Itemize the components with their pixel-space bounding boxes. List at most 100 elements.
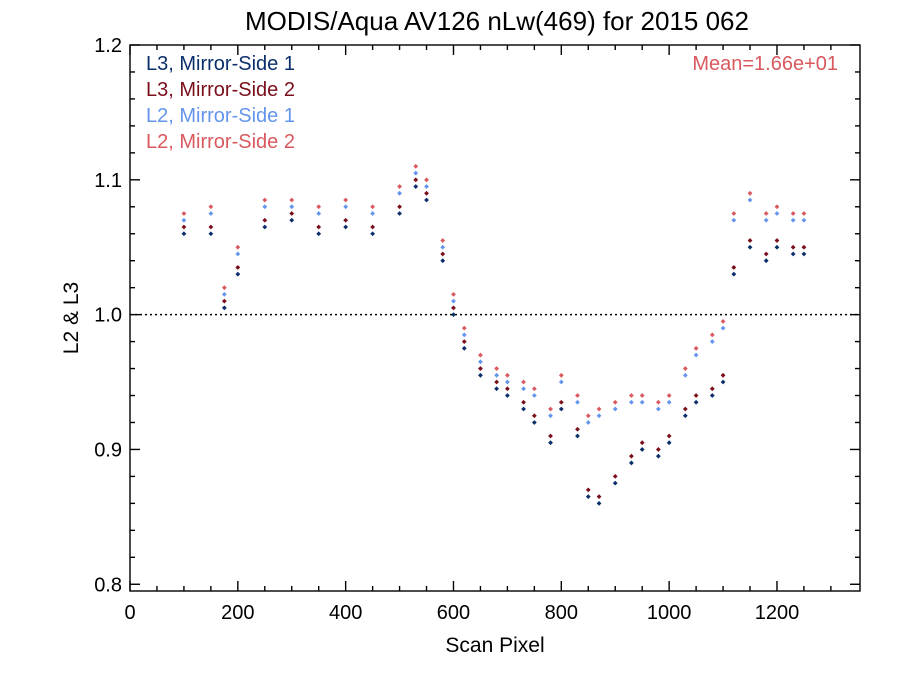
data-point [801,217,807,223]
data-point [221,305,227,311]
series-1-points [181,177,807,500]
data-point [666,399,672,405]
x-tick-label: 1000 [647,602,692,624]
x-tick-label: 800 [545,602,578,624]
data-point [612,474,618,479]
data-point [521,399,526,405]
data-point [629,453,634,459]
data-point [790,244,796,250]
y-axis-title: L2 & L3 [60,282,83,354]
data-point [521,406,526,412]
data-point [181,217,187,223]
data-point [424,190,429,196]
data-point [585,494,591,500]
data-point [531,420,537,425]
data-point [478,366,483,371]
data-point [505,379,510,385]
data-point [655,447,661,452]
data-point [208,224,214,230]
data-point [612,480,618,486]
data-point [558,379,564,385]
data-point [548,406,553,412]
data-point [531,413,537,419]
data-point [629,460,634,466]
data-point [639,399,645,405]
data-point [221,285,227,291]
x-tick-label: 1200 [755,602,800,624]
data-point [774,238,780,243]
data-point [478,372,483,378]
data-point [451,305,456,311]
data-point [585,487,591,493]
data-point [790,211,796,216]
data-point [693,345,699,351]
data-point [709,332,715,338]
data-point [682,406,688,412]
data-point [747,244,753,250]
data-point [731,265,737,270]
data-point [709,393,715,398]
data-point [235,251,241,257]
data-point [575,426,580,432]
data-point [451,298,456,304]
data-point [370,224,376,230]
data-point [774,211,780,216]
data-point [709,339,715,344]
data-point [181,224,187,230]
series-3-points [181,163,807,419]
data-point [790,217,796,223]
x-tick-label: 400 [329,602,362,624]
legend-entry-l2-ms2: L2, Mirror-Side 2 [146,131,295,153]
data-point [451,312,456,318]
data-point [424,184,429,189]
data-point [682,413,688,419]
data-point [440,251,446,257]
y-axis: 0.8 0.9 1.0 1.1 1.2 [94,35,860,596]
data-point [585,420,591,425]
data-point [181,231,187,237]
data-point [763,211,769,216]
data-point [521,386,526,392]
data-point [596,494,602,500]
data-point [801,244,807,250]
data-point [682,372,688,378]
data-point [531,393,537,398]
data-point [558,406,564,412]
data-point [370,204,376,210]
x-axis: 0 200 400 600 800 1000 1200 [124,45,832,624]
y-tick-label: 0.8 [94,574,122,596]
data-point [208,204,214,210]
chart-title: MODIS/Aqua AV126 nLw(469) for 2015 062 [245,6,749,36]
data-point [720,325,726,331]
data-point [208,211,214,216]
data-point [720,318,726,324]
x-axis-title: Scan Pixel [445,634,544,657]
data-point [316,231,322,237]
legend-entry-l3-ms1: L3, Mirror-Side 1 [146,53,295,75]
data-point [262,204,268,210]
data-point [763,258,769,264]
data-point [494,372,500,378]
data-point [451,292,456,297]
data-point [289,197,295,203]
data-point [343,224,349,230]
data-point [596,500,602,506]
data-point [343,217,349,223]
series-2-points [181,170,807,425]
data-point [747,238,753,243]
data-point [413,184,419,189]
data-point [208,231,214,237]
data-point [558,372,564,378]
data-point [478,359,483,365]
mean-annotation: Mean=1.66e+01 [692,53,838,75]
data-point [370,231,376,237]
x-tick-label: 200 [221,602,254,624]
legend-entry-l3-ms2: L3, Mirror-Side 2 [146,79,295,101]
data-point [343,204,349,210]
x-tick-label: 600 [437,602,470,624]
data-point [413,163,419,169]
data-point [575,433,580,439]
data-point [585,413,591,419]
data-point [575,399,580,405]
